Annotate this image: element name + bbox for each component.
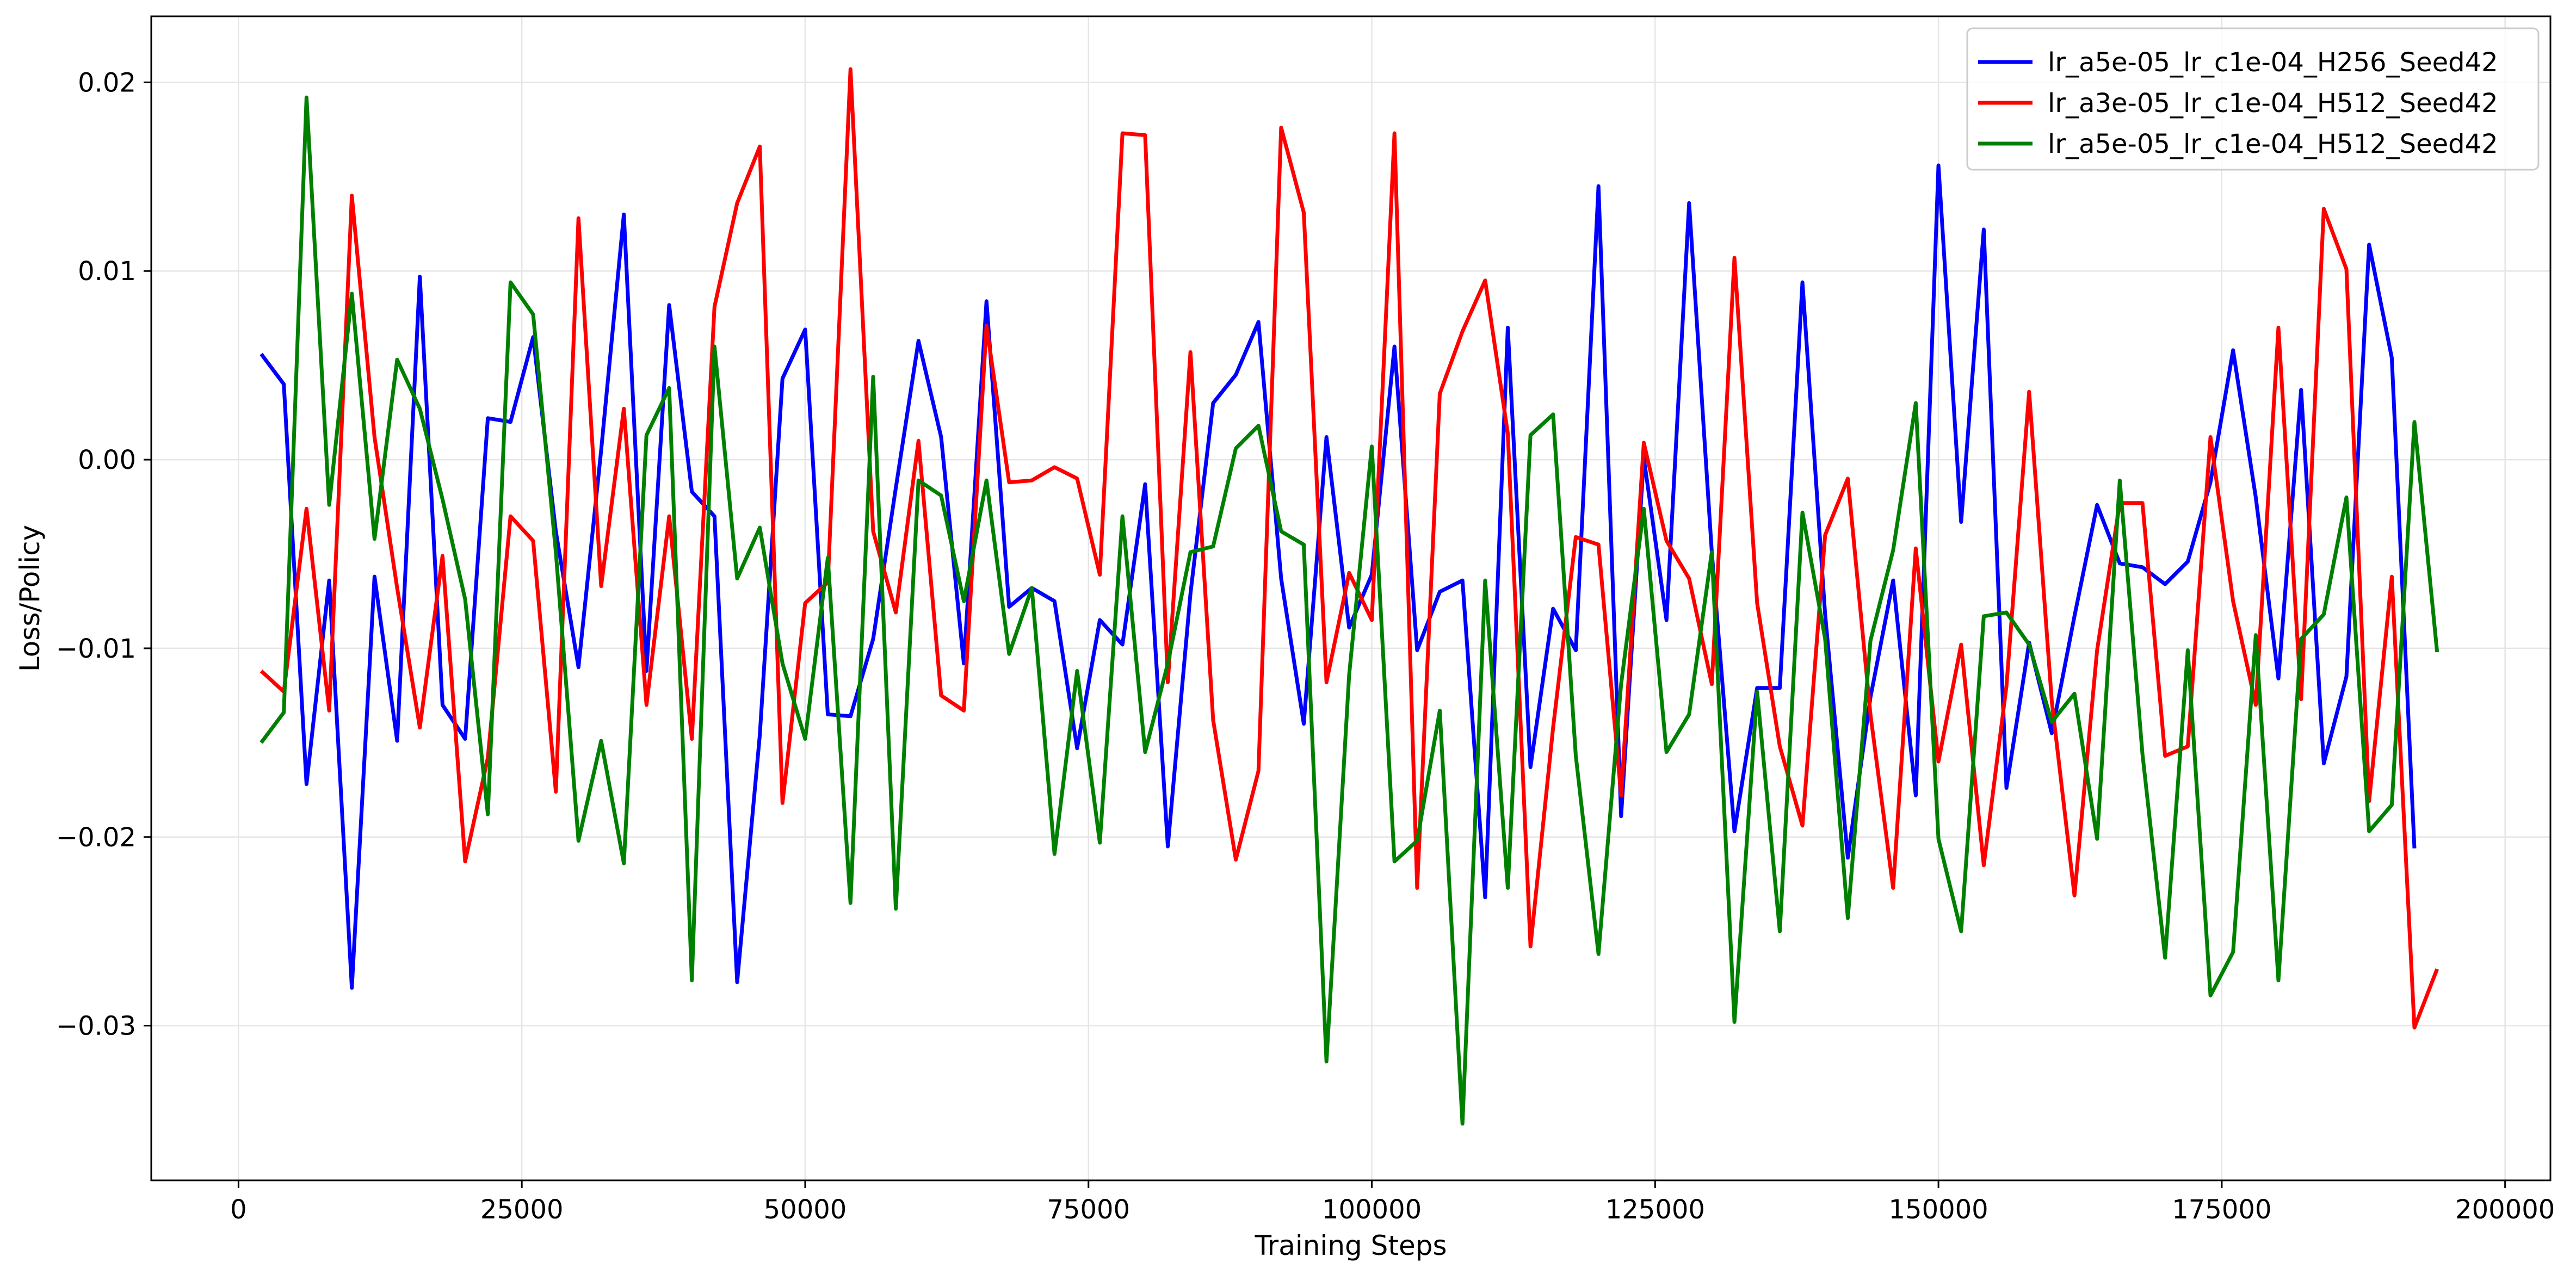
- x-tick-label: 100000: [1322, 1194, 1422, 1225]
- plot-frame: [150, 15, 2552, 1181]
- y-tick-label: −0.01: [56, 634, 136, 664]
- series-lines: [260, 67, 2439, 1126]
- series-line-1: [260, 163, 2417, 990]
- x-tick-label: 75000: [1047, 1194, 1130, 1225]
- x-tick-label: 200000: [2455, 1194, 2555, 1225]
- legend-label: lr_a5e-05_lr_c1e-04_H512_Seed42: [2048, 129, 2498, 159]
- y-tick-label: 0.00: [78, 445, 136, 475]
- x-tick-label: 50000: [764, 1194, 847, 1225]
- x-axis-ticks: 0 25000 50000 75000 100000 125000 150000 175000…: [230, 1180, 2555, 1225]
- legend-label: lr_a5e-05_lr_c1e-04_H256_Seed42: [2048, 47, 2498, 78]
- x-axis-title: Training Steps: [1254, 1230, 1447, 1261]
- x-tick-label: 25000: [480, 1194, 564, 1225]
- legend-box: [1966, 27, 2540, 171]
- legend-label: lr_a3e-05_lr_c1e-04_H512_Seed42: [2048, 88, 2498, 119]
- y-axis-ticks: −0.03 −0.02 −0.01 0.00 0.01 0.02: [56, 67, 151, 1042]
- x-tick-label: 150000: [1888, 1194, 1988, 1225]
- y-tick-label: −0.03: [56, 1011, 136, 1042]
- y-axis-title: Loss/Policy: [14, 525, 46, 672]
- series-line-3: [260, 95, 2439, 1126]
- series-line-2: [260, 67, 2439, 1030]
- grid: [151, 16, 2550, 1180]
- y-tick-label: 0.02: [78, 67, 136, 98]
- legend: lr_a5e-05_lr_c1e-04_H256_Seed42 lr_a3e-05…: [1966, 27, 2540, 171]
- y-tick-label: −0.02: [56, 822, 136, 853]
- x-tick-label: 175000: [2172, 1194, 2271, 1225]
- y-tick-label: 0.01: [78, 256, 136, 287]
- x-tick-label: 0: [230, 1194, 247, 1225]
- x-tick-label: 125000: [1605, 1194, 1705, 1225]
